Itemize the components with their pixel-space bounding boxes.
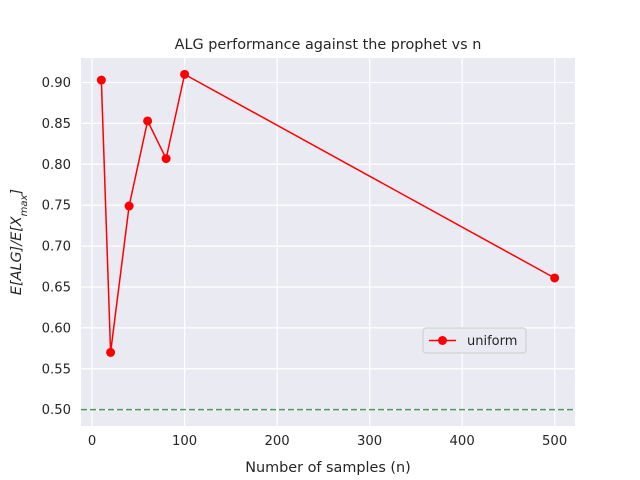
plot-area xyxy=(81,58,575,426)
y-tick-label: 0.60 xyxy=(42,321,71,336)
y-grid xyxy=(81,81,575,411)
legend-label-uniform: uniform xyxy=(467,334,517,349)
y-tick-label: 0.70 xyxy=(42,240,71,255)
data-point xyxy=(161,154,171,164)
y-tick-labels: 0.50 0.55 0.60 0.65 0.70 0.75 0.80 0.85 0.90 xyxy=(42,76,71,418)
x-tick-label: 200 xyxy=(265,434,290,449)
legend: uniform xyxy=(422,327,527,354)
legend-marker-uniform xyxy=(438,336,447,345)
x-tick-label: 400 xyxy=(450,434,475,449)
x-tick-label: 500 xyxy=(542,434,567,449)
x-tick-label: 300 xyxy=(357,434,382,449)
y-axis-label: E[ALG]/E[Xmax] xyxy=(9,189,30,295)
x-axis-label: Number of samples (n) xyxy=(245,460,411,476)
data-point xyxy=(180,69,190,79)
x-grid xyxy=(91,58,556,426)
y-tick-label: 0.85 xyxy=(42,117,71,132)
y-tick-label: 0.65 xyxy=(42,280,71,295)
y-tick-label: 0.50 xyxy=(42,403,71,418)
data-point xyxy=(124,201,134,211)
y-tick-label: 0.90 xyxy=(42,76,71,91)
x-tick-labels: 0 100 200 300 400 500 xyxy=(88,434,567,449)
series-group xyxy=(96,69,560,357)
y-tick-label: 0.75 xyxy=(42,199,71,214)
legend-box xyxy=(422,327,527,354)
data-point xyxy=(550,273,560,283)
chart-title: ALG performance against the prophet vs n xyxy=(175,37,482,53)
y-tick-label: 0.55 xyxy=(42,362,71,377)
x-tick-label: 0 xyxy=(88,434,96,449)
data-point xyxy=(106,347,116,357)
x-tick-label: 100 xyxy=(172,434,197,449)
data-point xyxy=(143,116,153,126)
y-tick-label: 0.80 xyxy=(42,158,71,173)
data-point xyxy=(96,75,106,85)
